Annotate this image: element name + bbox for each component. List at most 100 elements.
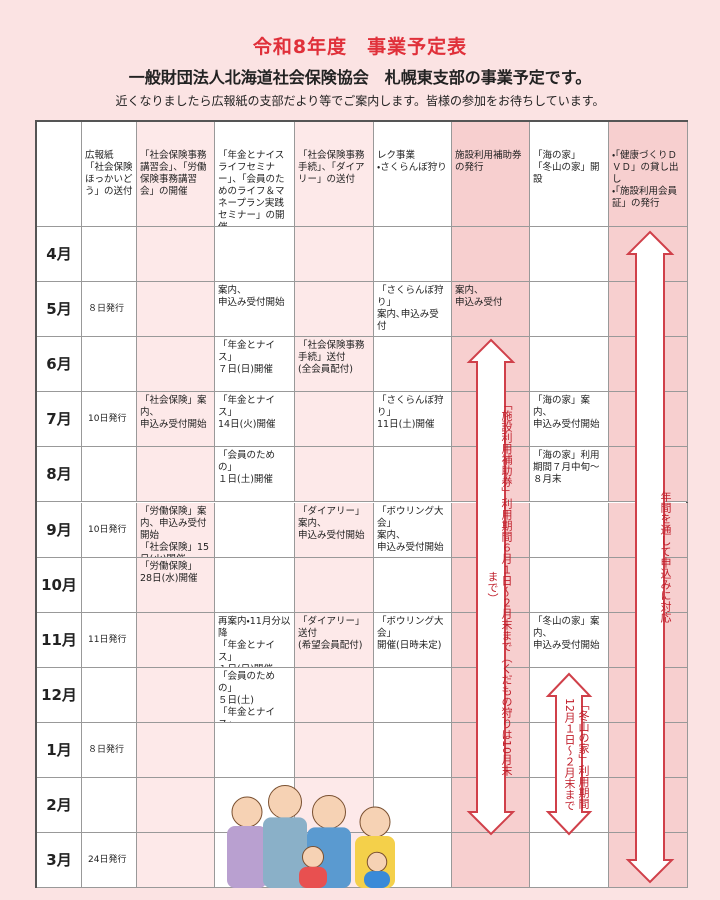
- month-label: 5月: [37, 282, 82, 338]
- arrow-text: 「冬山の家」利用期間12月１日～２月末まで: [563, 697, 590, 811]
- table-cell: 再案内・11月分以降 「年金とナイス」 １日(日)開催: [215, 612, 295, 668]
- table-cell: 「ボウリング大会」 開催(日時未定): [374, 612, 452, 668]
- table-cell: [295, 667, 374, 723]
- table-cell: 「海の家」利用期間７月中旬～８月末: [530, 447, 609, 503]
- table-cell: 「労働保険」案内、申込み受付開始 「社会保険」15日(火)開催: [137, 502, 215, 558]
- table-cell: 「ボウリング大会」 案内、 申込み受付開始: [374, 502, 452, 558]
- table-cell: [82, 227, 137, 283]
- table-cell: [82, 337, 137, 393]
- table-cell: 「ダイアリー」 送付 (希望会員配付): [295, 612, 374, 668]
- note: 近くなりましたら広報紙の支部だより等でご案内します。皆様の参加をお待ちしています…: [115, 94, 605, 108]
- column-header: 「海の家」 「冬山の家」開設: [530, 122, 609, 227]
- table-cell: [295, 447, 374, 503]
- table-cell: 24日発行: [82, 833, 137, 889]
- month-label: 1月: [37, 722, 82, 778]
- month-label: 12月: [37, 667, 82, 723]
- table-cell: [137, 722, 215, 778]
- month-label: 3月: [37, 833, 82, 889]
- month-label: 8月: [37, 447, 82, 503]
- table-cell: [530, 282, 609, 338]
- table-cell: [295, 557, 374, 613]
- person-head: [302, 846, 324, 868]
- column-header: ・「健康づくりＤＶＤ」の貸し出し ・「施設利用会員証」の発行: [609, 122, 688, 227]
- person-body: [263, 817, 307, 888]
- table-cell: [452, 833, 530, 889]
- table-cell: 「年金とナイス」 ７日(日)開催: [215, 337, 295, 393]
- column-header: 「社会保険事務手続」、「ダイアリー」の送付: [295, 122, 374, 227]
- table-cell: 「労働保険」 28日(水)開催: [137, 557, 215, 613]
- table-cell: [295, 282, 374, 338]
- table-cell: 「冬山の家」案内、 申込み受付開始: [530, 612, 609, 668]
- table-cell: 「海の家」案内、 申込み受付開始: [530, 392, 609, 448]
- table-cell: [295, 227, 374, 283]
- title: 令和8年度 事業予定表: [252, 36, 468, 58]
- table-cell: [530, 227, 609, 283]
- table-cell: [82, 667, 137, 723]
- table-cell: [295, 392, 374, 448]
- table-cell: 11日発行: [82, 612, 137, 668]
- table-cell: 「会員のための」 １日(土)開催: [215, 447, 295, 503]
- arrow-text: 年間を通して申込みに対応: [659, 491, 672, 623]
- person-head: [366, 851, 388, 873]
- month-label: 9月: [37, 502, 82, 558]
- subtitle: 一般財団法人北海道社会保険協会 札幌東支部の事業予定です。: [128, 68, 592, 87]
- table-cell: [530, 502, 609, 558]
- table-cell: 「年金とナイス」 14日(火)開催: [215, 392, 295, 448]
- column-header: 施設利用補助券の発行: [452, 122, 530, 227]
- table-cell: 「ダイアリー」 案内、 申込み受付開始: [295, 502, 374, 558]
- table-cell: [374, 722, 452, 778]
- month-label: 4月: [37, 227, 82, 283]
- arrow: [466, 338, 516, 836]
- month-label: 6月: [37, 337, 82, 393]
- column-header: レク事業 ・さくらんぼ狩り: [374, 122, 452, 227]
- column-header: 「社会保険事務講習会」、「労働保険事務講習会」の開催: [137, 122, 215, 227]
- month-label: 11月: [37, 612, 82, 668]
- table-cell: [137, 282, 215, 338]
- arrow-text: 「施設利用補助券」利用期間６月１日～２月末まで（くだもの狩りは10月末まで）: [486, 398, 513, 776]
- table-cell: [295, 722, 374, 778]
- table-cell: 案内、 申込み受付: [452, 282, 530, 338]
- table-cell: [215, 227, 295, 283]
- table-cell: [530, 833, 609, 889]
- table-cell: [374, 447, 452, 503]
- table-cell: ８日発行: [82, 282, 137, 338]
- table-cell: [452, 227, 530, 283]
- table-cell: [374, 667, 452, 723]
- schedule-table: 広報紙 「社会保険ほっかいどう」の送付 「社会保険事務講習会」、「労働保険事務講習…: [35, 120, 688, 889]
- arrow: [545, 672, 593, 836]
- table-cell: [215, 722, 295, 778]
- table-cell: [137, 612, 215, 668]
- person-body: [364, 871, 390, 888]
- table-cell: ８日発行: [82, 722, 137, 778]
- table-cell: 「さくらんぼ狩り」 案内､申込み受付: [374, 282, 452, 338]
- table-cell: [137, 833, 215, 889]
- table-cell: 「さくらんぼ狩り」 11日(土)開催: [374, 392, 452, 448]
- person-body: [227, 826, 267, 888]
- month-label: 7月: [37, 392, 82, 448]
- month-label: 2月: [37, 778, 82, 834]
- table-cell: [137, 337, 215, 393]
- table-cell: [374, 227, 452, 283]
- column-header: 広報紙 「社会保険ほっかいどう」の送付: [82, 122, 137, 227]
- table-cell: [82, 557, 137, 613]
- table-cell: [137, 667, 215, 723]
- table-cell: [82, 778, 137, 834]
- table-cell: [137, 778, 215, 834]
- person-head: [268, 785, 302, 819]
- table-cell: 案内、 申込み受付開始: [215, 282, 295, 338]
- arrow-layer: [227, 230, 675, 888]
- month-label: 10月: [37, 557, 82, 613]
- person-head: [231, 796, 263, 828]
- person-head: [312, 795, 346, 829]
- table-cell: 10日発行: [82, 502, 137, 558]
- person-body: [299, 866, 327, 888]
- table-cell: [137, 447, 215, 503]
- table-cell: [82, 447, 137, 503]
- table-cell: 「社会保険」案内、 申込み受付開始: [137, 392, 215, 448]
- table-cell: [374, 557, 452, 613]
- header-cell: [37, 122, 82, 227]
- table-cell: [530, 557, 609, 613]
- table-cell: [215, 502, 295, 558]
